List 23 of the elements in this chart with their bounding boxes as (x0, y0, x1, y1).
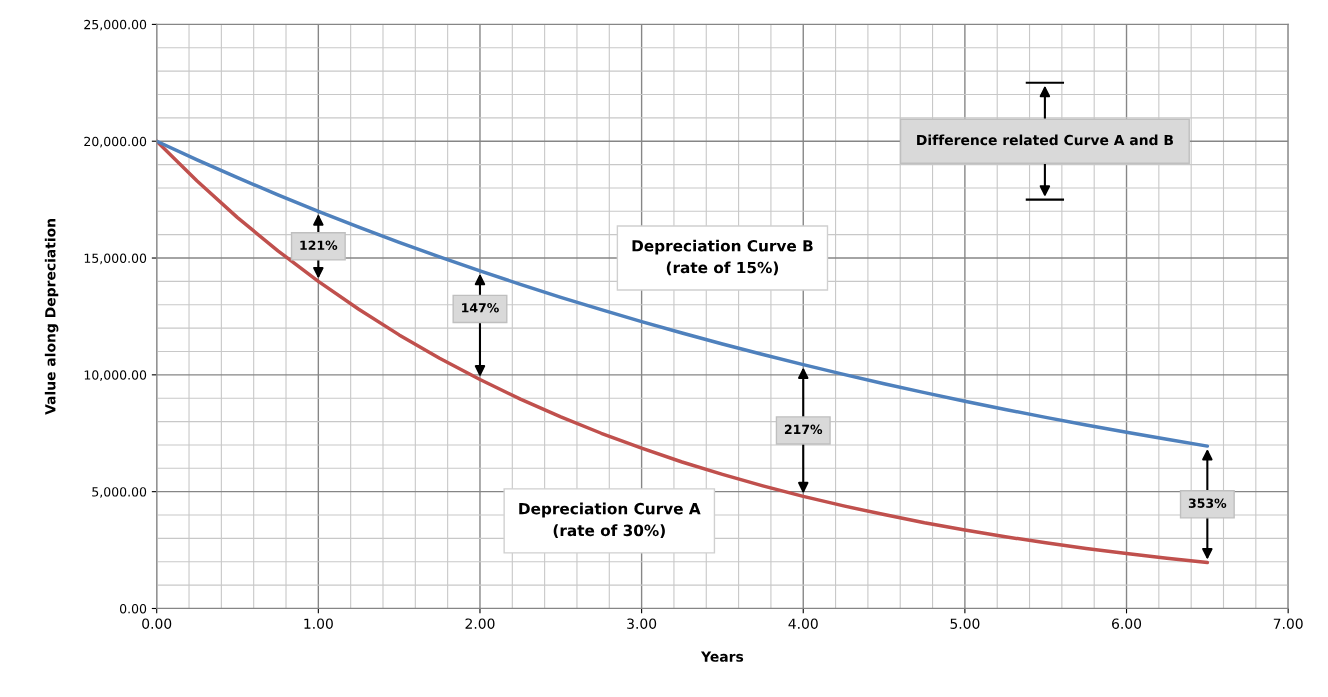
text: Depreciation Curve A (rate of 30%) (519, 502, 701, 538)
x-tick-label: 4.00 (788, 618, 818, 629)
y-tick-label: 0.00 (119, 603, 147, 614)
x-tick-label: 3.00 (627, 618, 657, 629)
text: Depreciation Curve B (rate of 15%) (632, 239, 813, 276)
y-tick-label: 20,000.00 (84, 136, 147, 148)
y-tick-label: 10,000.00 (84, 370, 147, 382)
x-tick-label: 0.00 (142, 618, 172, 629)
y-tick-label: 15,000.00 (84, 253, 147, 265)
x-tick-label: 2.00 (465, 618, 495, 629)
x-tick-label: 6.00 (1112, 618, 1142, 629)
y-axis-title: Value along Depreciation (44, 219, 59, 415)
annotation: 217% (784, 424, 823, 435)
x-axis-title: Years (700, 651, 744, 662)
annotation: 147% (462, 303, 499, 313)
y-tick-label: 5,000.00 (92, 487, 147, 498)
annotation: 121% (300, 240, 338, 250)
x-tick-label: 5.00 (950, 618, 980, 629)
x-tick-label: 7.00 (1273, 618, 1303, 629)
y-tick-label: 25,000.00 (84, 19, 147, 31)
annotation: Difference related Curve A and B (917, 134, 1173, 146)
x-tick-label: 1.00 (304, 618, 333, 629)
annotation: 353% (1188, 498, 1227, 508)
